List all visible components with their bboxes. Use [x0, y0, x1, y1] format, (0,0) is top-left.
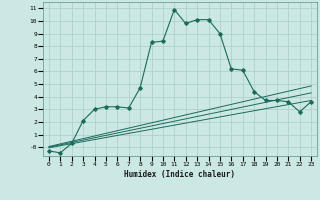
X-axis label: Humidex (Indice chaleur): Humidex (Indice chaleur) — [124, 170, 236, 179]
